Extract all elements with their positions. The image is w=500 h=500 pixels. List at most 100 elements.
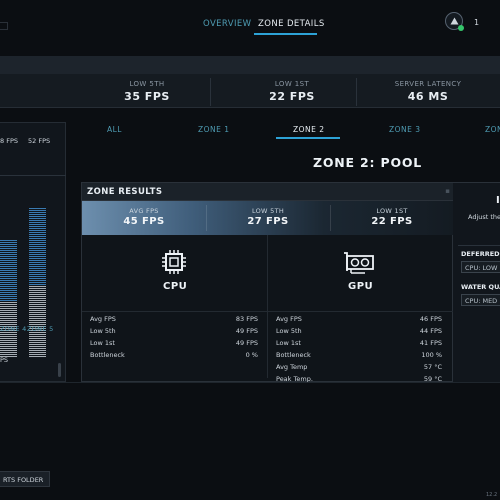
divider	[458, 245, 500, 246]
row-key: Avg Temp	[276, 363, 308, 371]
stat-low-5th: LOW 5TH 35 FPS	[87, 80, 207, 103]
divider	[0, 175, 66, 176]
row-value: 83 FPS	[235, 315, 258, 323]
stat-label: LOW 5TH	[129, 80, 165, 88]
stat-label: SERVER LATENCY	[394, 80, 462, 88]
settings-panel: I Adjust the DEFERRED CPU: LOW WATER QUA…	[453, 182, 500, 382]
zone-label-4[interactable]: ZONE 4	[0, 325, 27, 333]
summary-label: AVG FPS	[129, 207, 159, 215]
setting-water-select[interactable]: CPU: MED	[461, 294, 500, 306]
summary-label: LOW 5TH	[251, 207, 285, 215]
cpu-row: Low 5th 49 FPS	[90, 327, 258, 338]
scrollbar[interactable]	[58, 363, 61, 377]
bar-zone4-grey	[0, 301, 17, 357]
zone-label-5[interactable]: ZONE 5	[27, 325, 54, 333]
results-summary: AVG FPS 45 FPS LOW 5TH 27 FPS LOW 1ST 22…	[82, 201, 454, 235]
row-value: 44 FPS	[419, 327, 442, 335]
cpu-row: Low 1st 49 FPS	[90, 339, 258, 350]
setting-water-label: WATER QUA	[461, 283, 500, 291]
cpu-row: Avg FPS 83 FPS	[90, 315, 258, 326]
bar-zone5-grey	[29, 285, 46, 357]
row-key: Peak Temp.	[276, 375, 313, 383]
zone-tab-3[interactable]: ZONE 3	[389, 125, 421, 134]
row-value: 49 FPS	[235, 327, 258, 335]
row-key: Bottleneck	[90, 351, 125, 359]
chart-value-zone5: 52 FPS	[28, 137, 51, 145]
stat-value: 46 MS	[407, 90, 449, 103]
panel-menu-icon[interactable]: ▪	[445, 187, 450, 195]
zone-tab-all[interactable]: ALL	[107, 125, 122, 134]
row-key: Low 1st	[90, 339, 115, 347]
row-value: 59 °C	[423, 375, 442, 383]
summary-label: LOW 1ST	[376, 207, 408, 215]
stats-strip: LOW 5TH 35 FPS LOW 1ST 22 FPS SERVER LAT…	[0, 74, 500, 108]
gpu-row: Low 5th 44 FPS	[276, 327, 442, 338]
panel-header: ZONE RESULTS ▪	[82, 183, 454, 201]
row-value: 0 %	[245, 351, 258, 359]
active-zone-indicator	[276, 137, 340, 139]
row-value: 49 FPS	[235, 339, 258, 347]
setting-deferred-label: DEFERRED	[461, 250, 500, 258]
gpu-row: Bottleneck 100 %	[276, 351, 442, 362]
row-key: Low 5th	[276, 327, 302, 335]
settings-subtitle: Adjust the	[468, 213, 500, 221]
window-edge-mark	[0, 22, 8, 30]
gpu-row: Avg FPS 46 FPS	[276, 315, 442, 326]
panel-title: ZONE RESULTS	[87, 187, 163, 197]
bar-zone4	[0, 240, 17, 357]
notification-count: 1	[474, 18, 480, 27]
top-bar: OVERVIEW ZONE DETAILS 1	[0, 0, 500, 56]
divider	[82, 311, 454, 312]
zone-fps-chart-panel: 8 FPS 52 FPS ZONE 4 ZONE 5 PS	[0, 122, 66, 382]
status-ok-dot	[458, 25, 464, 31]
gpu-row: Low 1st 41 FPS	[276, 339, 442, 350]
tab-zone-details[interactable]: ZONE DETAILS	[258, 19, 325, 29]
zone-tab-4[interactable]: ZONE	[485, 125, 500, 134]
row-key: Low 1st	[276, 339, 301, 347]
stat-server-latency: SERVER LATENCY 46 MS	[368, 80, 488, 103]
gpu-icon	[344, 252, 374, 274]
stat-value: 35 FPS	[124, 90, 170, 103]
tab-overview[interactable]: OVERVIEW	[203, 19, 252, 29]
chart-value-zone4: 8 FPS	[0, 137, 18, 145]
row-key: Avg FPS	[90, 315, 116, 323]
summary-value: 27 FPS	[247, 216, 289, 227]
stat-low-1st: LOW 1ST 22 FPS	[232, 80, 352, 103]
gpu-row: Avg Temp 57 °C	[276, 363, 442, 374]
summary-low-1st: LOW 1ST 22 FPS	[330, 207, 454, 227]
zone-results-panel: ZONE RESULTS ▪ AVG FPS 45 FPS LOW 5TH 27…	[81, 182, 454, 383]
row-key: Low 5th	[90, 327, 116, 335]
active-tab-indicator	[254, 33, 317, 35]
row-value: 41 FPS	[419, 339, 442, 347]
cpu-icon	[162, 250, 186, 274]
setting-deferred-select[interactable]: CPU: LOW	[461, 261, 500, 273]
chart-footer-label: PS	[0, 356, 9, 364]
stat-value: 22 FPS	[269, 90, 315, 103]
bar-zone5	[29, 207, 46, 357]
stats-strip-header	[0, 56, 500, 74]
row-value: 46 FPS	[419, 315, 442, 323]
alert-button[interactable]	[445, 12, 464, 31]
divider	[0, 382, 500, 383]
summary-low-5th: LOW 5TH 27 FPS	[206, 207, 330, 227]
row-value: 100 %	[421, 351, 442, 359]
open-reports-folder-button[interactable]: RTS FOLDER	[0, 471, 50, 487]
stat-label: LOW 1ST	[274, 80, 310, 88]
gpu-row: Peak Temp. 59 °C	[276, 375, 442, 386]
summary-value: 45 FPS	[123, 216, 165, 227]
divider	[356, 78, 357, 106]
warning-triangle-icon	[450, 17, 458, 25]
version-label: 12.2	[486, 492, 498, 498]
gpu-label: GPU	[348, 281, 374, 292]
divider	[267, 235, 268, 378]
summary-value: 22 FPS	[371, 216, 413, 227]
zone-tab-1[interactable]: ZONE 1	[198, 125, 230, 134]
summary-avg-fps: AVG FPS 45 FPS	[82, 207, 206, 227]
row-key: Avg FPS	[276, 315, 302, 323]
zone-tab-2[interactable]: ZONE 2	[293, 125, 325, 134]
cpu-row: Bottleneck 0 %	[90, 351, 258, 362]
row-value: 57 °C	[423, 363, 442, 371]
divider	[330, 205, 331, 231]
row-key: Bottleneck	[276, 351, 311, 359]
divider	[206, 205, 207, 231]
